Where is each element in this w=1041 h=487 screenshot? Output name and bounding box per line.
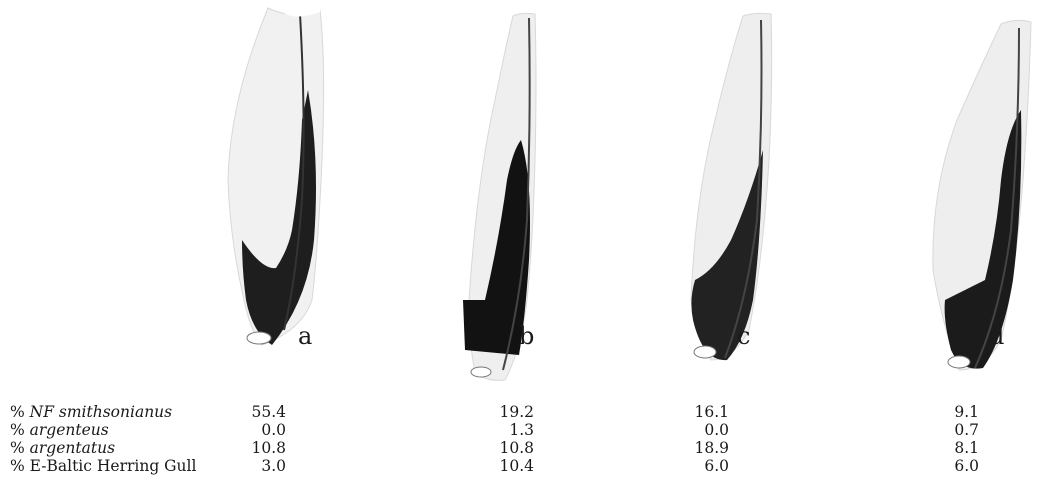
value-b: 10.4 <box>499 457 534 475</box>
value-c: 6.0 <box>704 457 729 475</box>
value-a: 10.8 <box>251 439 286 457</box>
panel-label-b: b <box>519 322 535 350</box>
table-row-smithsonianus: % NF smithsonianus 55.4 19.2 16.1 9.1 <box>0 402 1041 422</box>
value-c: 0.0 <box>704 421 729 439</box>
feather-b-image <box>463 12 537 381</box>
value-b: 1.3 <box>509 421 534 439</box>
row-label: % argentatus <box>10 439 116 457</box>
value-a: 55.4 <box>251 403 286 421</box>
value-c: 18.9 <box>694 439 729 457</box>
feather-c-image <box>690 12 773 361</box>
table-row-argentatus: % argentatus 10.8 10.8 18.9 8.1 <box>0 438 1041 458</box>
feather-panel-a: a <box>222 0 342 395</box>
value-b: 19.2 <box>499 403 534 421</box>
value-c: 16.1 <box>694 403 729 421</box>
value-d: 9.1 <box>954 403 979 421</box>
table-row-argenteus: % argenteus 0.0 1.3 0.0 0.7 <box>0 420 1041 440</box>
value-d: 0.7 <box>954 421 979 439</box>
panel-label-c: c <box>737 322 751 350</box>
table-row-e-baltic-herring-gull: % E-Baltic Herring Gull 3.0 10.4 6.0 6.0 <box>0 456 1041 476</box>
feather-panel-b: b <box>455 0 555 395</box>
panel-label-d: d <box>989 322 1005 350</box>
value-d: 8.1 <box>954 439 979 457</box>
row-label: % argenteus <box>10 421 109 439</box>
value-d: 6.0 <box>954 457 979 475</box>
panel-label-a: a <box>298 322 313 350</box>
row-label: % NF smithsonianus <box>10 403 173 421</box>
feather-panel-d: d <box>925 0 1041 395</box>
row-label: % E-Baltic Herring Gull <box>10 457 197 475</box>
feather-a-image <box>227 5 325 346</box>
value-a: 0.0 <box>261 421 286 439</box>
value-b: 10.8 <box>499 439 534 457</box>
feather-panel-c: c <box>675 0 785 395</box>
value-a: 3.0 <box>261 457 286 475</box>
feather-d-image <box>932 19 1032 371</box>
